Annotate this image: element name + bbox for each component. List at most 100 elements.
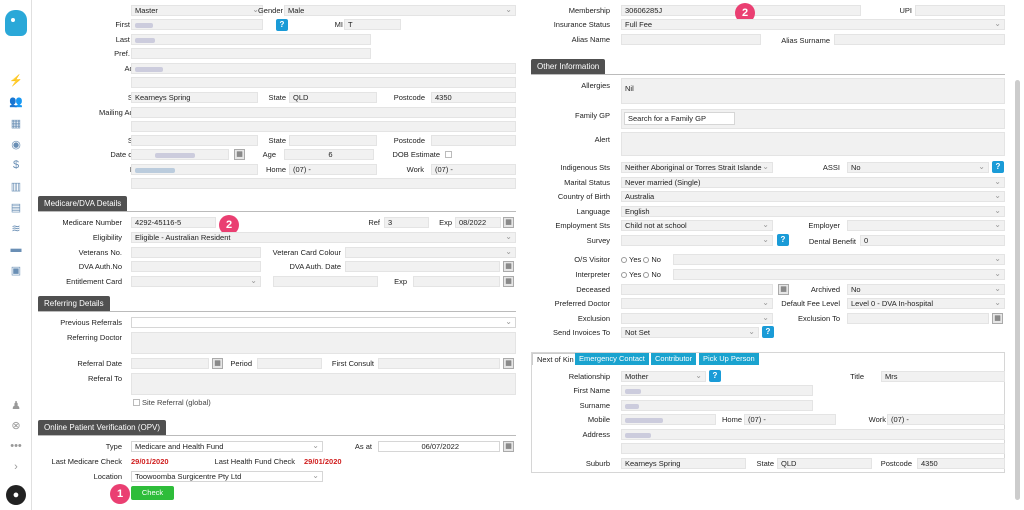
user-admin-icon[interactable]: ♟	[11, 399, 21, 412]
tab-contributor[interactable]: Contributor	[651, 353, 697, 365]
dollar-icon[interactable]: $	[12, 159, 20, 171]
entitlement-card-select[interactable]	[131, 276, 261, 287]
referral-to-field[interactable]	[131, 373, 516, 395]
close-circle-icon[interactable]: ⊗	[11, 419, 21, 432]
kin-work-field[interactable]: (07) -	[887, 414, 1005, 425]
fee-level-select[interactable]: Level 0 - DVA In-hospital	[847, 298, 1005, 309]
os-visitor-select[interactable]	[673, 254, 1005, 265]
assi-help-icon[interactable]: ?	[992, 161, 1004, 173]
first-consult-calendar-icon[interactable]: ▦	[503, 358, 514, 369]
employment-select[interactable]: Child not at school	[621, 220, 773, 231]
interpreter-radios[interactable]: Yes No	[621, 270, 661, 280]
interp-no-radio[interactable]	[643, 272, 650, 279]
insurance-status-select[interactable]: Full Fee	[621, 19, 1005, 30]
send-invoices-select[interactable]: Not Set	[621, 327, 759, 338]
opv-type-select[interactable]: Medicare and Health Fund	[131, 441, 323, 452]
deceased-calendar-icon[interactable]: ▦	[778, 284, 789, 295]
mailing-line2-field[interactable]	[131, 121, 516, 132]
tab-next-of-kin[interactable]: Next of Kin	[532, 353, 579, 365]
chevron-right-icon[interactable]: ›	[14, 461, 18, 473]
os-no-radio[interactable]	[643, 257, 650, 264]
check-button[interactable]: Check	[131, 486, 174, 500]
archived-select[interactable]: No	[847, 284, 1005, 295]
help-icon[interactable]: ?	[276, 19, 288, 31]
previous-referrals-select[interactable]	[131, 317, 516, 328]
tab-pick-up-person[interactable]: Pick Up Person	[699, 353, 759, 365]
kin-surname-field[interactable]	[621, 400, 813, 411]
dva-auth-no-field[interactable]	[131, 261, 261, 272]
pref-name-field[interactable]	[131, 48, 371, 59]
interpreter-select[interactable]	[673, 269, 1005, 280]
alert-field[interactable]	[621, 132, 1005, 156]
patients-icon[interactable]: 👥	[9, 95, 23, 108]
kin-help-icon[interactable]: ?	[709, 370, 721, 382]
kin-first-name-field[interactable]	[621, 385, 813, 396]
interp-yes-radio[interactable]	[621, 272, 627, 279]
exclusion-calendar-icon[interactable]: ▦	[992, 313, 1003, 324]
country-select[interactable]: Australia	[621, 191, 1005, 202]
site-referral-checkbox[interactable]	[133, 399, 140, 406]
kin-state-field[interactable]: QLD	[777, 458, 872, 469]
alias-name-field[interactable]	[621, 34, 761, 45]
dob-calendar-icon[interactable]: ▦	[234, 149, 245, 160]
employer-select[interactable]	[847, 220, 1005, 231]
last-name-field[interactable]	[131, 34, 371, 45]
alias-surname-field[interactable]	[834, 34, 1005, 45]
family-gp-search[interactable]: Search for a Family GP	[624, 112, 735, 125]
deceased-field[interactable]	[621, 284, 773, 295]
kin-relationship-select[interactable]: Mother	[621, 371, 706, 382]
email-field[interactable]	[131, 178, 516, 189]
eligibility-select[interactable]: Eligible - Australian Resident	[131, 232, 516, 243]
suburb2-field[interactable]	[131, 135, 258, 146]
kin-title-field[interactable]: Mrs	[881, 371, 1005, 382]
upi-field[interactable]	[915, 5, 1005, 16]
period-field[interactable]	[257, 358, 322, 369]
profile-avatar-icon[interactable]: ●	[6, 485, 26, 505]
as-at-calendar-icon[interactable]: ▦	[503, 441, 514, 452]
bed-icon[interactable]: ▬	[10, 243, 22, 255]
assi-select[interactable]: No	[847, 162, 989, 173]
mi-field[interactable]: T	[344, 19, 401, 30]
first-consult-field[interactable]	[378, 358, 500, 369]
allergies-field[interactable]: Nil	[621, 78, 1005, 104]
suburb-field[interactable]: Kearneys Spring	[131, 92, 258, 103]
medicare-exp-field[interactable]: 08/2022	[455, 217, 501, 228]
kin-address-line2[interactable]	[621, 443, 1005, 454]
title-select[interactable]: Master	[131, 5, 263, 16]
as-at-field[interactable]: 06/07/2022	[378, 441, 500, 452]
kin-mobile-field[interactable]	[621, 414, 716, 425]
state2-field[interactable]	[289, 135, 377, 146]
gender-select[interactable]: Male	[284, 5, 516, 16]
send-invoices-help-icon[interactable]: ?	[762, 326, 774, 338]
language-select[interactable]: English	[621, 206, 1005, 217]
marital-status-select[interactable]: Never married (Single)	[621, 177, 1005, 188]
location-select[interactable]: Toowoomba Surgicentre Pty Ltd	[131, 471, 323, 482]
document-icon[interactable]: ▤	[10, 201, 22, 214]
dva-date-calendar-icon[interactable]: ▦	[503, 261, 514, 272]
referral-date-calendar-icon[interactable]: ▦	[212, 358, 223, 369]
ref-field[interactable]: 3	[384, 217, 429, 228]
entitlement-extra-field[interactable]	[273, 276, 378, 287]
database-icon[interactable]: ≋	[11, 222, 21, 235]
exclusion-to-field[interactable]	[847, 313, 989, 324]
kin-home-field[interactable]: (07) -	[744, 414, 836, 425]
address-line1-field[interactable]	[131, 63, 516, 74]
mobile-field[interactable]	[131, 164, 258, 175]
survey-help-icon[interactable]: ?	[777, 234, 789, 246]
calendar-plus-icon[interactable]: ▣	[10, 264, 22, 277]
preferred-doctor-select[interactable]	[621, 298, 773, 309]
entitlement-calendar-icon[interactable]: ▦	[503, 276, 514, 287]
dental-benefit-field[interactable]: 0	[860, 235, 1005, 246]
postcode2-field[interactable]	[431, 135, 516, 146]
veteran-card-colour-select[interactable]	[345, 247, 516, 258]
user-circle-icon[interactable]: ◉	[11, 138, 21, 151]
kin-suburb-field[interactable]: Kearneys Spring	[621, 458, 746, 469]
work-phone-field[interactable]: (07) -	[431, 164, 516, 175]
dva-auth-date-field[interactable]	[345, 261, 500, 272]
first-name-field[interactable]	[131, 19, 263, 30]
referring-doctor-field[interactable]	[131, 332, 516, 354]
more-icon[interactable]: •••	[10, 440, 22, 452]
scrollbar[interactable]	[1015, 80, 1020, 500]
indigenous-select[interactable]: Neither Aboriginal or Torres Strait Isla…	[621, 162, 773, 173]
survey-select[interactable]	[621, 235, 773, 246]
